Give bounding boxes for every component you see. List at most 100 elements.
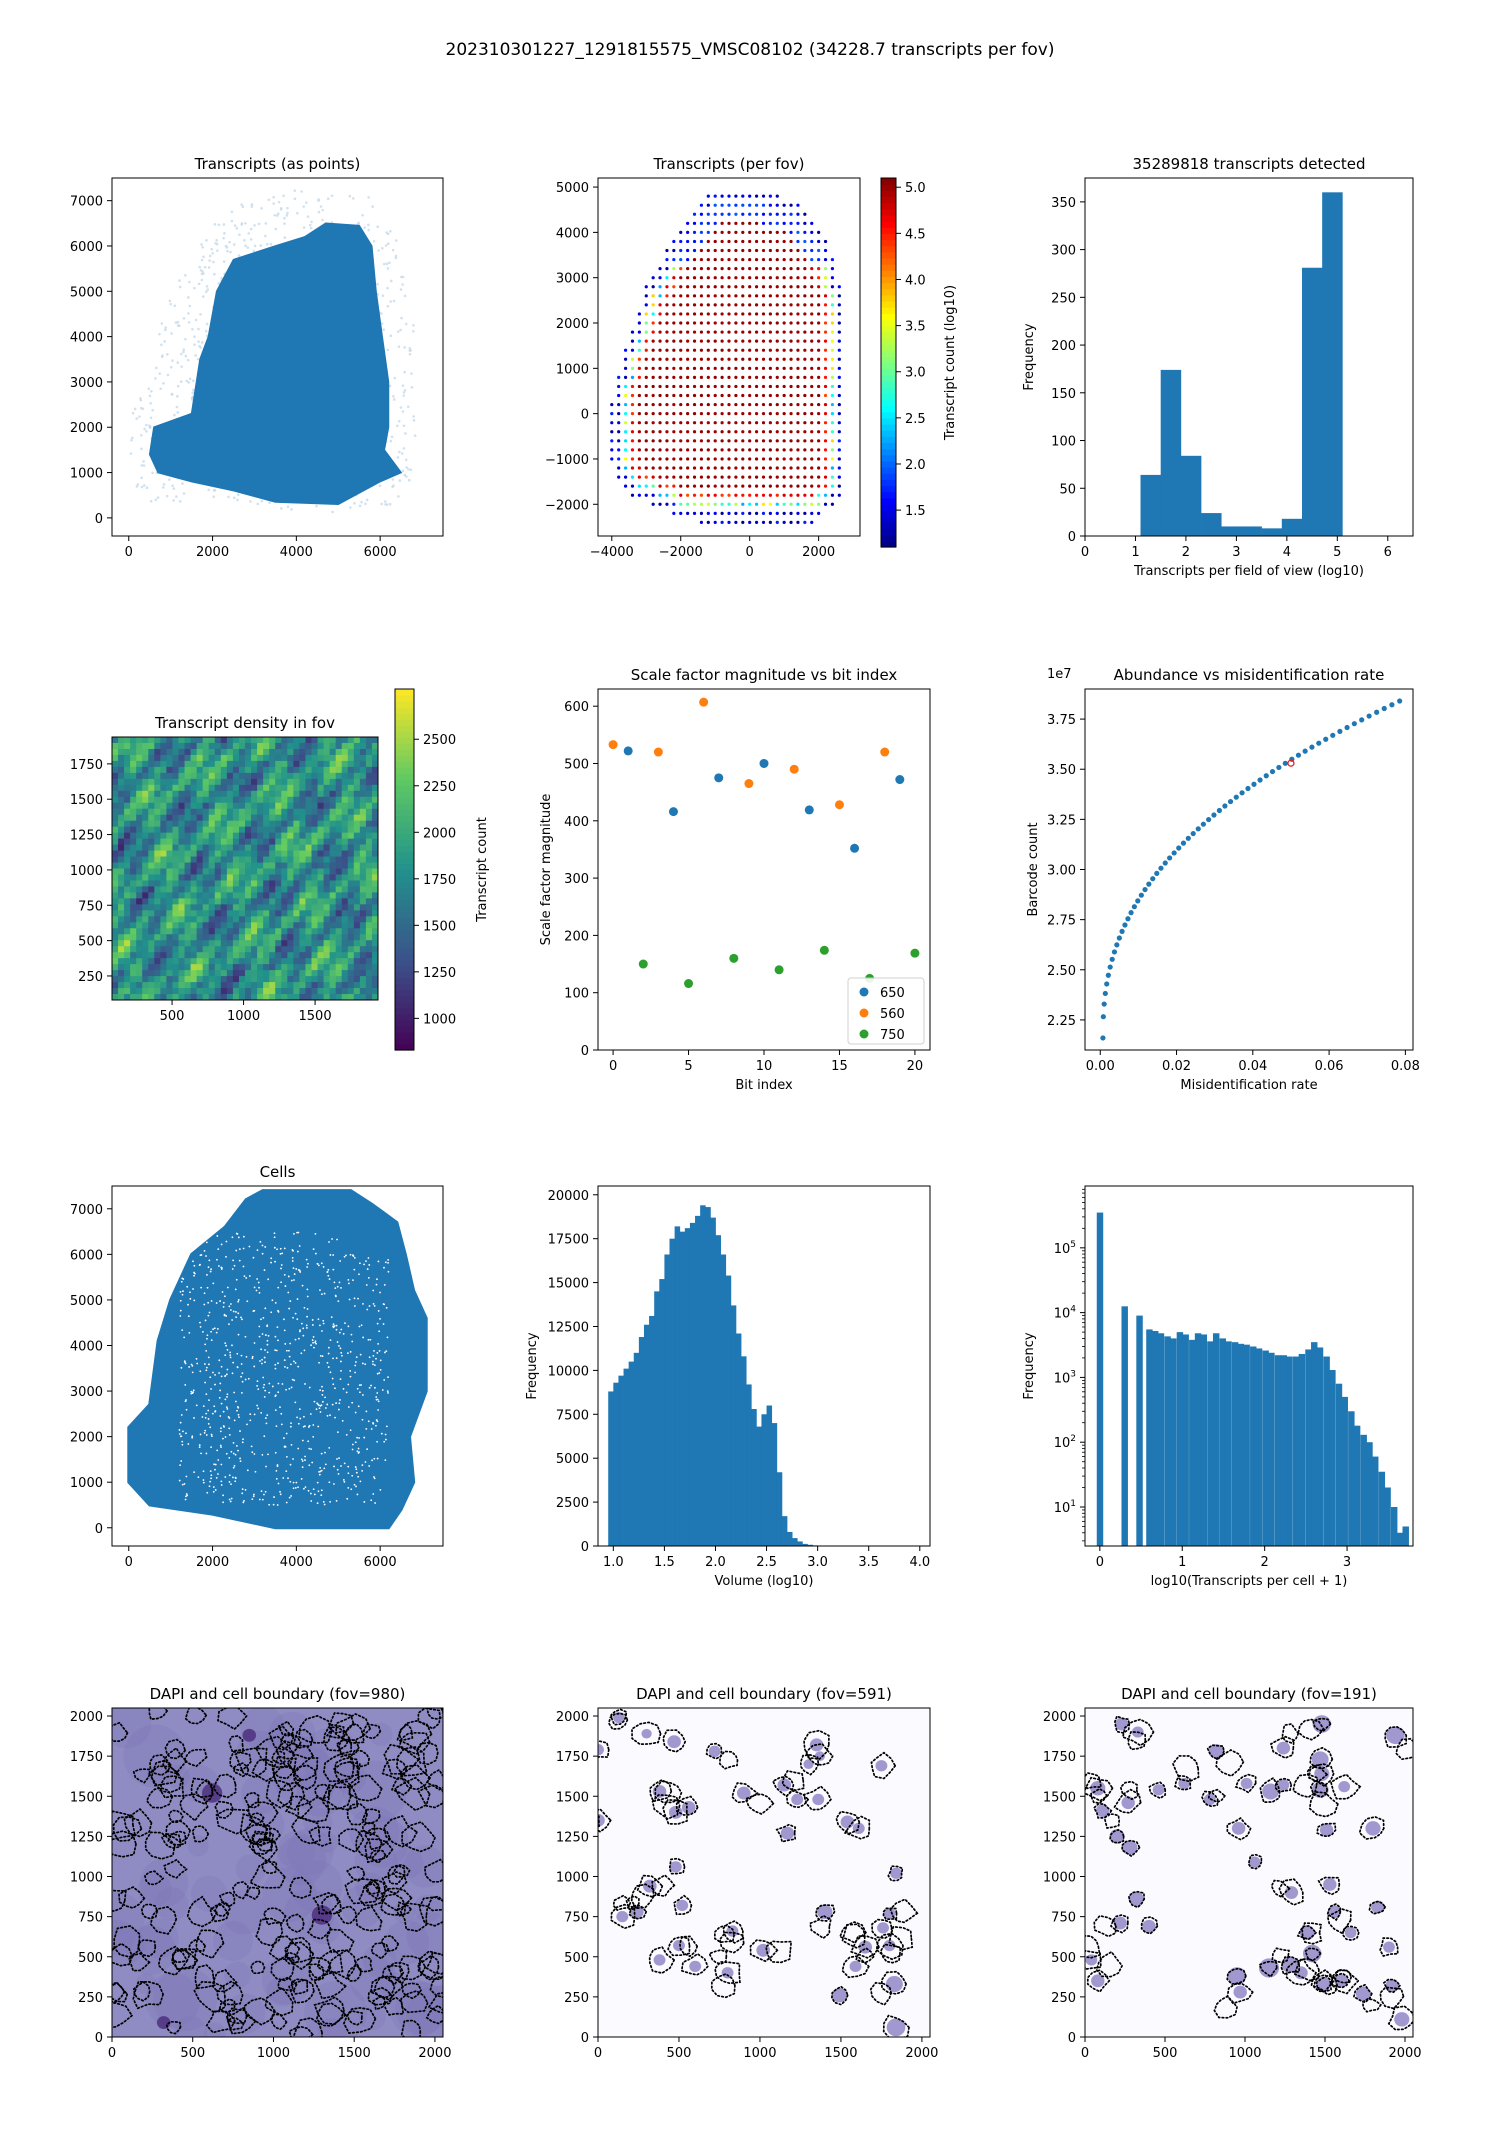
cell-gap	[300, 1322, 303, 1325]
histogram-bar	[1207, 1341, 1214, 1546]
density-cell	[184, 976, 192, 983]
sparse-point	[403, 370, 406, 374]
density-cell	[371, 928, 379, 935]
cell-gap	[264, 1389, 267, 1392]
fov-point	[699, 357, 704, 361]
fov-point	[665, 366, 669, 370]
cell-gap	[208, 1485, 211, 1488]
density-cell	[275, 820, 282, 828]
fov-point	[644, 430, 648, 434]
sparse-point	[175, 405, 179, 409]
density-cell	[190, 910, 198, 917]
fov-point	[817, 430, 821, 434]
density-cell	[142, 820, 149, 828]
density-cell	[245, 964, 252, 971]
density-cell	[299, 898, 306, 905]
density-cell	[281, 772, 288, 780]
density-cell	[365, 820, 373, 828]
cell-gap	[263, 1356, 266, 1359]
cell-gap	[263, 1435, 266, 1438]
cell-boundary	[243, 1791, 260, 1809]
fov-point	[734, 357, 738, 361]
density-cell	[172, 790, 179, 798]
density-cell	[238, 796, 246, 804]
fov-point	[665, 294, 669, 298]
fov-point	[658, 267, 662, 271]
fov-point	[699, 230, 704, 234]
cell-boundary	[160, 1833, 182, 1849]
fov-point	[768, 393, 772, 398]
cell-gap	[237, 1449, 239, 1452]
fov-point	[686, 285, 690, 289]
cell-gap	[319, 1355, 322, 1357]
cell-gap	[212, 1282, 215, 1285]
sparse-point	[151, 408, 154, 412]
cell-gap	[179, 1291, 182, 1293]
density-cell	[299, 820, 306, 828]
density-cell	[130, 737, 137, 744]
cell-gap	[216, 1235, 219, 1237]
cell-gap	[219, 1300, 221, 1302]
fov-point	[644, 466, 648, 470]
y-tick-base: 10	[1054, 1307, 1071, 1322]
cell-gap	[199, 1263, 201, 1266]
density-cell	[245, 916, 252, 923]
density-cell	[257, 820, 264, 828]
cell-gap	[263, 1395, 266, 1398]
density-cell	[299, 784, 306, 792]
density-cell	[214, 922, 222, 929]
density-cell	[287, 916, 294, 923]
histogram-bar	[1237, 1343, 1245, 1546]
fov-point	[679, 348, 683, 352]
cell-gap	[279, 1252, 282, 1255]
density-cell	[371, 988, 379, 995]
fov-point	[803, 230, 807, 234]
colorbar-cell	[881, 516, 896, 523]
density-cell	[299, 976, 306, 983]
cell-gap	[209, 1480, 212, 1483]
cell-gap	[224, 1342, 227, 1345]
density-cell	[251, 922, 258, 929]
density-cell	[136, 934, 143, 941]
colorbar-tick-label: 1250	[423, 966, 456, 981]
density-cell	[335, 754, 343, 762]
density-cell	[154, 934, 161, 941]
fov-point	[810, 257, 814, 262]
sparse-point	[196, 357, 200, 361]
density-cell	[359, 748, 367, 756]
y-tick-label: 1000	[556, 362, 589, 377]
fov-point	[637, 402, 641, 407]
density-cell	[275, 754, 282, 762]
histogram-bar	[1136, 1315, 1143, 1546]
cell-gap	[275, 1349, 278, 1352]
bit-point	[789, 764, 799, 774]
cell-gap	[364, 1461, 367, 1463]
cell-gap	[332, 1383, 335, 1386]
cell-gap	[379, 1291, 381, 1294]
density-cell	[136, 988, 143, 995]
cell-gap	[189, 1297, 192, 1300]
p1-axes: 0 2000 4000 6000010002000300040005000600070…	[70, 155, 444, 560]
sparse-point	[402, 424, 406, 428]
y-tick-label: 500	[564, 757, 589, 772]
x-tick-label: 1000	[227, 1009, 260, 1024]
histogram-bar	[797, 1541, 803, 1546]
fov-point	[775, 312, 779, 316]
p9-plot	[1096, 1212, 1409, 1546]
histogram-bar	[1366, 1442, 1373, 1546]
fov-point	[630, 393, 635, 398]
fov-point	[830, 448, 835, 452]
density-cell	[166, 748, 173, 756]
cell-gap	[245, 1277, 248, 1279]
fov-point	[672, 412, 676, 416]
fov-point	[817, 457, 821, 461]
density-cell	[317, 784, 325, 792]
cell-gap	[227, 1415, 230, 1418]
density-cell	[335, 982, 343, 989]
density-cell	[245, 760, 252, 768]
cell-gap	[368, 1386, 371, 1389]
fov-point	[823, 239, 828, 244]
cell-gap	[301, 1466, 304, 1468]
cell-gap	[211, 1412, 214, 1415]
density-cell	[311, 934, 319, 941]
